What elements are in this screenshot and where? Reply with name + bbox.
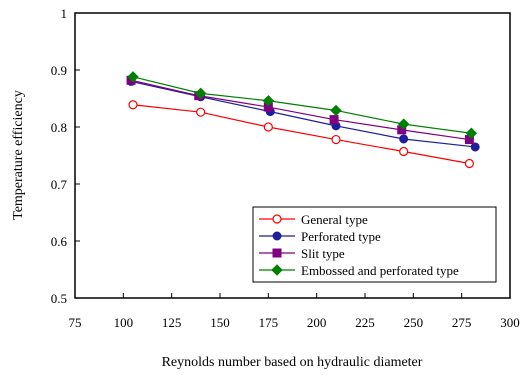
- y-tick-label: 0.9: [51, 63, 67, 78]
- series-layer: [126, 71, 480, 169]
- legend-entry: General type: [259, 212, 368, 227]
- series-line: [132, 76, 472, 134]
- legend-label: General type: [301, 212, 368, 227]
- data-point: [331, 134, 341, 145]
- y-tick-label: 0.7: [51, 177, 68, 192]
- x-tick-label: 225: [355, 315, 375, 330]
- y-tick-label: 0.8: [51, 120, 67, 135]
- data-point: [399, 146, 409, 157]
- y-tick-label: 0.5: [51, 291, 67, 306]
- data-point: [464, 158, 474, 169]
- legend-marker: [272, 231, 282, 241]
- series-line: [132, 104, 470, 165]
- data-point: [263, 122, 273, 132]
- plot-area: [74, 12, 511, 299]
- data-point: [465, 127, 478, 139]
- series-0: [128, 100, 474, 169]
- legend: General type Perforated type Slit type Embo…: [252, 206, 497, 283]
- series-3: [127, 71, 478, 139]
- data-point: [397, 118, 410, 130]
- legend-marker: [272, 248, 282, 258]
- x-tick-label: 150: [210, 315, 230, 330]
- legend-label: Embossed and perforated type: [301, 263, 459, 278]
- data-point: [470, 142, 480, 152]
- x-tick-label: 100: [114, 315, 134, 330]
- data-point: [329, 115, 339, 125]
- legend-entry: Perforated type: [259, 229, 381, 244]
- legend-entry: Embossed and perforated type: [259, 263, 459, 278]
- series-line: [130, 80, 476, 148]
- data-point: [330, 104, 342, 117]
- y-axis-label: Temperature efficiency: [11, 90, 26, 220]
- data-point: [399, 134, 409, 144]
- x-tick-label: 175: [259, 315, 279, 330]
- x-tick-label: 75: [69, 315, 82, 330]
- x-tick-label: 275: [452, 315, 472, 330]
- data-point: [128, 100, 138, 110]
- data-point: [196, 107, 206, 117]
- data-point: [127, 71, 139, 83]
- x-tick-label: 250: [404, 315, 424, 330]
- legend-label: Slit type: [301, 246, 345, 261]
- x-tick-label: 200: [307, 315, 327, 330]
- data-point: [194, 87, 207, 100]
- series-line: [130, 79, 470, 141]
- legend-marker: [271, 264, 283, 276]
- legend-entry: Slit type: [259, 246, 345, 261]
- x-tick-label: 125: [162, 315, 182, 330]
- legend-label: Perforated type: [301, 229, 381, 244]
- data-point: [262, 95, 275, 107]
- legend-marker: [272, 214, 282, 224]
- y-tick-label: 1: [61, 6, 68, 21]
- x-tick-label: 300: [500, 315, 520, 330]
- y-tick-label: 0.6: [51, 234, 68, 249]
- x-axis-label: Reynolds number based on hydraulic diame…: [162, 355, 423, 370]
- axis-ticks: 75 100 125 150 175 200 225 250 275 300 0.5 0.6 0.7 0.…: [51, 6, 520, 330]
